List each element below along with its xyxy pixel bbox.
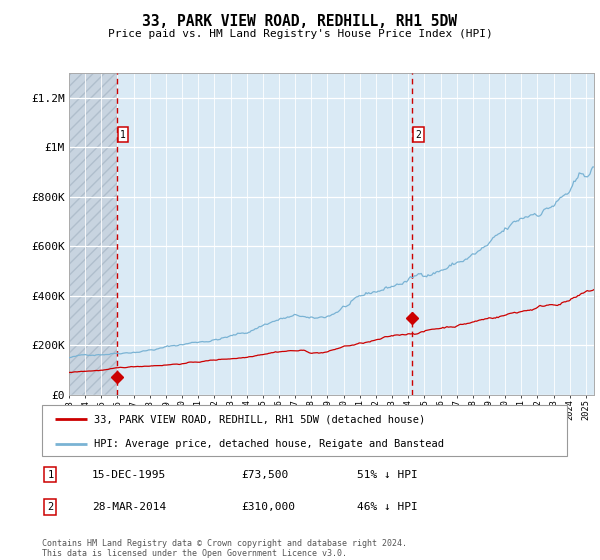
Text: 33, PARK VIEW ROAD, REDHILL, RH1 5DW: 33, PARK VIEW ROAD, REDHILL, RH1 5DW [143,14,458,29]
Text: 46% ↓ HPI: 46% ↓ HPI [357,502,418,512]
Text: £73,500: £73,500 [241,469,289,479]
Text: 15-DEC-1995: 15-DEC-1995 [92,469,166,479]
Text: 28-MAR-2014: 28-MAR-2014 [92,502,166,512]
Text: 51% ↓ HPI: 51% ↓ HPI [357,469,418,479]
Text: 2: 2 [415,130,421,140]
FancyBboxPatch shape [42,405,567,456]
Text: Contains HM Land Registry data © Crown copyright and database right 2024.
This d: Contains HM Land Registry data © Crown c… [42,539,407,558]
Text: 1: 1 [47,469,53,479]
Text: £310,000: £310,000 [241,502,296,512]
Bar [69,73,117,395]
Text: 33, PARK VIEW ROAD, REDHILL, RH1 5DW (detached house): 33, PARK VIEW ROAD, REDHILL, RH1 5DW (de… [95,414,426,424]
Text: 2: 2 [47,502,53,512]
Text: Price paid vs. HM Land Registry's House Price Index (HPI): Price paid vs. HM Land Registry's House … [107,29,493,39]
Text: HPI: Average price, detached house, Reigate and Banstead: HPI: Average price, detached house, Reig… [95,438,445,449]
Text: 1: 1 [120,130,126,140]
Bar [69,73,117,395]
